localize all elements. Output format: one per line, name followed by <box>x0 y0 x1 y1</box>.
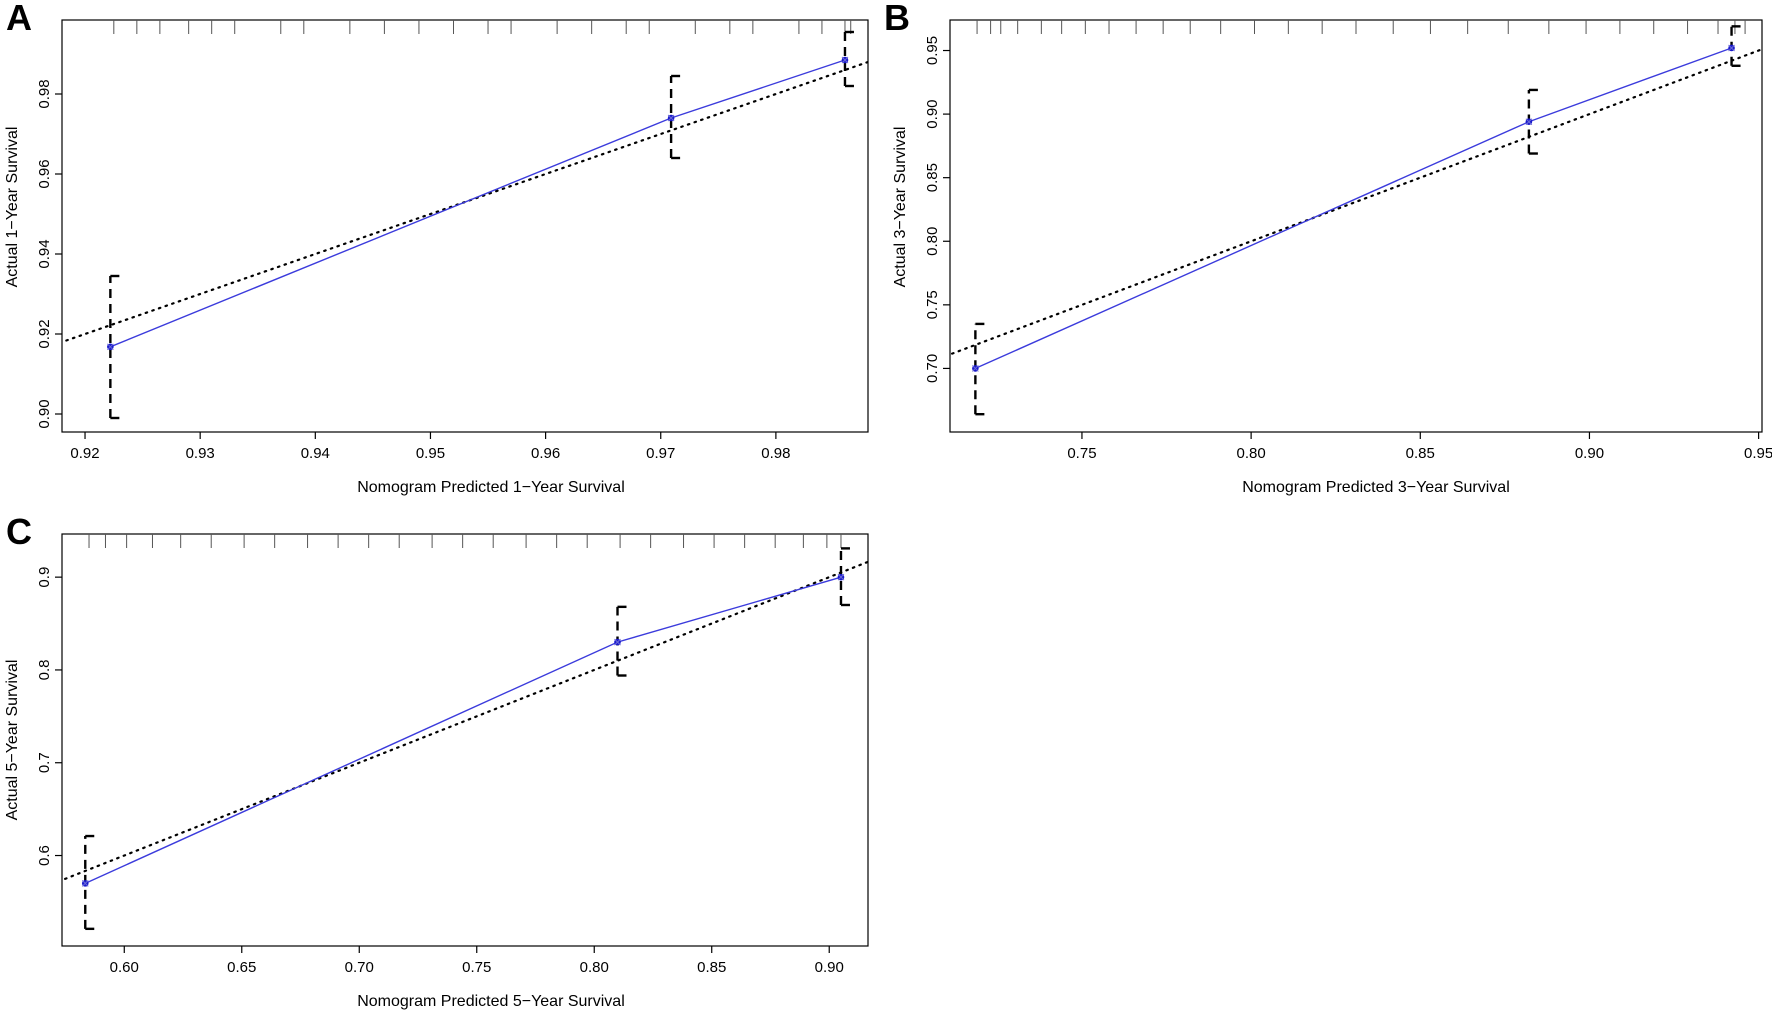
panel-a-ideal-line <box>62 60 868 344</box>
panel-a-x-tick-label: 0.96 <box>531 445 560 462</box>
panel-c-point-marker <box>81 880 89 887</box>
panel-a-letter: A <box>6 0 32 38</box>
panel-a-y-axis-title: Actual 1−Year Survival <box>4 127 21 288</box>
panel-c-x-tick-label: 0.70 <box>345 959 374 976</box>
panel-a-point-marker <box>107 343 114 351</box>
panel-a-plot-frame <box>61 19 869 433</box>
panel-b-x-axis-title: Nomogram Predicted 3−Year Survival <box>1242 479 1510 496</box>
panel-c-x-tick-label: 0.65 <box>227 959 256 976</box>
panel-a-x-tick-label: 0.97 <box>646 445 675 462</box>
panel-a-x-axis-title: Nomogram Predicted 1−Year Survival <box>357 479 625 496</box>
panel-b-letter: B <box>884 0 910 38</box>
panel-b-clipped-layer <box>950 48 1762 356</box>
panel-b-point-marker <box>1728 44 1735 52</box>
panel-c-y-tick-label: 0.8 <box>36 660 53 681</box>
panel-b-point-marker <box>1525 118 1533 126</box>
panel-a-point-marker <box>667 114 675 122</box>
panel-c-x-tick-label: 0.75 <box>462 959 491 976</box>
panel-a-y-tick-label: 0.94 <box>36 239 53 268</box>
panel-b-y-tick-label: 0.70 <box>924 354 941 383</box>
panel-b-x-tick-label: 0.85 <box>1406 445 1435 462</box>
panel-c-plot-area: 0.60 0.65 0.70 0.75 0.80 0.85 0.90 0.6 0.7 0.8 0.9 <box>36 534 868 976</box>
panel-c-y-tick-label: 0.6 <box>36 845 53 866</box>
panel-a-x-tick-label: 0.93 <box>186 445 215 462</box>
panel-a-y-tick-label: 0.98 <box>36 79 53 108</box>
panel-a-x-tick-label: 0.92 <box>70 445 99 462</box>
panel-b-y-axis-title: Actual 3−Year Survival <box>892 127 909 288</box>
panel-a-x-tick-label: 0.98 <box>761 445 790 462</box>
panel-c-point-marker <box>614 638 621 646</box>
panel-c-x-tick-label: 0.85 <box>697 959 726 976</box>
panel-b-x-tick-label: 0.90 <box>1575 445 1604 462</box>
panel-a-x-tick-label: 0.95 <box>416 445 445 462</box>
panel-b-x-tick-label: 0.95 <box>1744 445 1772 462</box>
panel-b-y-tick-label: 0.75 <box>924 290 941 319</box>
panel-a-plot-area: 0.92 0.93 0.94 0.95 0.96 0.97 0.98 0.90 0.92 0.94… <box>36 20 868 462</box>
panel-b: B 0.75 0.80 0.85 0.90 0.950.700.750.800.850.… <box>884 0 1772 496</box>
panel-b-y-tick-label: 0.80 <box>924 227 941 256</box>
panel-a-y-tick-label: 0.92 <box>36 319 53 348</box>
panel-c-calibration-line <box>84 576 842 885</box>
panel-b-y-tick-label: 0.95 <box>924 36 941 65</box>
panel-c-ideal-line <box>62 560 868 882</box>
panel-c-x-tick-label: 0.60 <box>110 959 139 976</box>
panel-b-y-tick-label: 0.90 <box>924 99 941 128</box>
panel-a-calibration-line <box>110 59 846 348</box>
panel-a: A 0.92 0.93 0.94 0.95 0.96 0.97 0.980.900.920.… <box>4 0 869 496</box>
panel-c: C 0.60 0.65 0.70 0.75 0.80 0.85 0.900.60.70.80… <box>4 511 869 1010</box>
panel-c-letter: C <box>6 511 32 552</box>
panel-c-x-axis-title: Nomogram Predicted 5−Year Survival <box>357 993 625 1010</box>
panel-c-y-axis-title: Actual 5−Year Survival <box>4 660 21 821</box>
panel-c-y-tick-label: 0.7 <box>36 752 53 773</box>
panel-c-x-tick-label: 0.90 <box>815 959 844 976</box>
panel-c-clipped-layer <box>62 560 868 882</box>
panel-b-calibration-line <box>975 47 1732 370</box>
panel-c-y-tick-label: 0.9 <box>36 567 53 588</box>
panel-c-x-tick-label: 0.80 <box>580 959 609 976</box>
panel-c-point-marker <box>837 573 845 581</box>
panel-b-y-tick-label: 0.85 <box>924 163 941 192</box>
panel-b-plot-area: 0.75 0.80 0.85 0.90 0.95 0.70 0.75 0.80 0.85 0.90… <box>924 20 1772 462</box>
panel-b-point-marker <box>972 365 979 372</box>
panel-a-clipped-layer <box>62 60 868 344</box>
panel-a-x-tick-label: 0.94 <box>301 445 330 462</box>
panel-b-x-tick-label: 0.80 <box>1237 445 1266 462</box>
panel-b-x-tick-label: 0.75 <box>1067 445 1096 462</box>
panel-c-plot-frame <box>61 533 869 947</box>
panel-a-y-tick-label: 0.90 <box>36 399 53 428</box>
panel-a-y-tick-label: 0.96 <box>36 159 53 188</box>
panel-a-point-marker <box>841 56 849 64</box>
panel-b-ideal-line <box>950 48 1762 356</box>
